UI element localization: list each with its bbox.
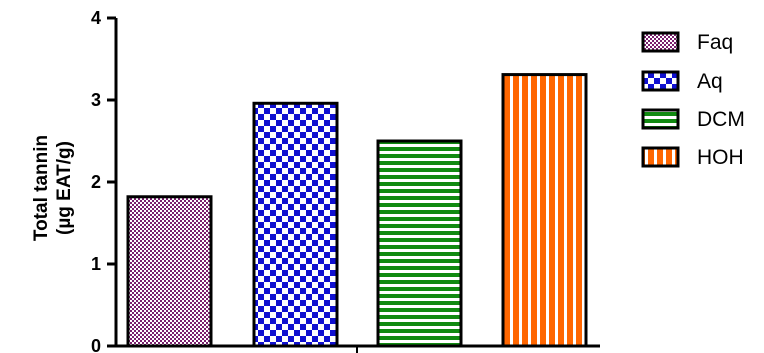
- y-axis-title-line-1: Total tannin: [31, 135, 52, 241]
- legend-swatch-dcm: [641, 108, 680, 130]
- y-axis-title-line-2: (µg EAT/g): [54, 141, 75, 235]
- legend-swatch-aq: [641, 70, 680, 92]
- y-axis-title: Total tannin (µg EAT/g): [31, 135, 75, 241]
- bar-hoh: [501, 73, 588, 348]
- legend-swatch-hoh: [641, 146, 680, 168]
- legend-label-aq: Aq: [697, 70, 723, 93]
- y-tick-label: 1: [91, 254, 101, 274]
- legend-label-dcm: DCM: [697, 108, 745, 131]
- bar-aq: [252, 101, 339, 348]
- bars: [126, 73, 588, 348]
- bar-faq: [126, 195, 213, 348]
- legend: Faq Aq DCM HOH: [641, 31, 745, 169]
- legend-label-faq: Faq: [697, 31, 733, 54]
- y-axis-ticks: 0 1 2 3 4: [91, 8, 116, 353]
- y-tick-label: 2: [91, 172, 101, 192]
- y-tick-label: 4: [91, 8, 101, 28]
- y-tick-label: 3: [91, 90, 101, 110]
- bar-dcm: [376, 139, 463, 348]
- legend-label-hoh: HOH: [697, 146, 744, 169]
- y-tick-label: 0: [91, 336, 101, 353]
- legend-swatch-faq: [641, 31, 680, 53]
